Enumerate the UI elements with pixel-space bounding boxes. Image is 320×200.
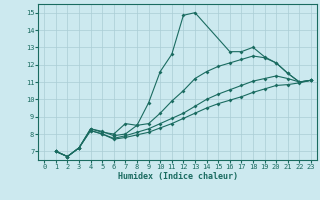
X-axis label: Humidex (Indice chaleur): Humidex (Indice chaleur): [118, 172, 238, 181]
